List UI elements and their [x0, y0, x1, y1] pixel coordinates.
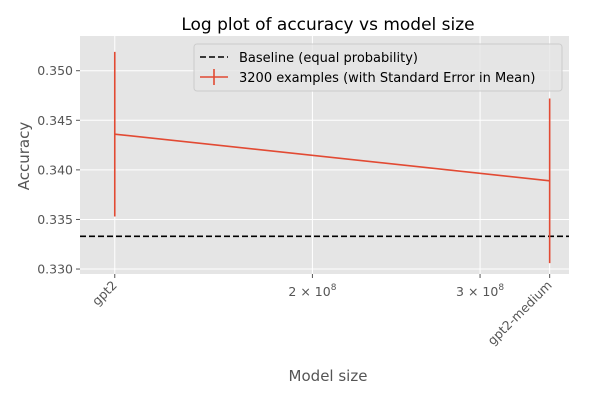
legend: Baseline (equal probability) 3200 exampl… [193, 43, 563, 92]
y-tick-label: 0.330 [37, 262, 73, 277]
y-axis-label: Accuracy [15, 122, 33, 191]
legend-box [193, 43, 563, 92]
y-tick-label: 0.335 [37, 212, 73, 227]
legend-baseline-label: Baseline (equal probability) [239, 51, 418, 66]
y-tick-label: 0.340 [37, 162, 73, 177]
chart-title: Log plot of accuracy vs model size [181, 15, 474, 35]
x-tick-label: 2 × 108 [288, 283, 336, 299]
y-tick-label: 0.350 [37, 63, 73, 78]
x-tick-label: gpt2 [89, 278, 120, 309]
y-axis-ticks: 0.330 0.335 0.340 0.345 0.350 [37, 63, 80, 277]
legend-series-label: 3200 examples (with Standard Error in Me… [239, 71, 535, 86]
x-tick-label: 3 × 108 [456, 283, 504, 299]
y-tick-label: 0.345 [37, 113, 73, 128]
data-layer [80, 51, 569, 264]
x-axis-label: Model size [289, 367, 368, 385]
series-line [114, 133, 550, 182]
